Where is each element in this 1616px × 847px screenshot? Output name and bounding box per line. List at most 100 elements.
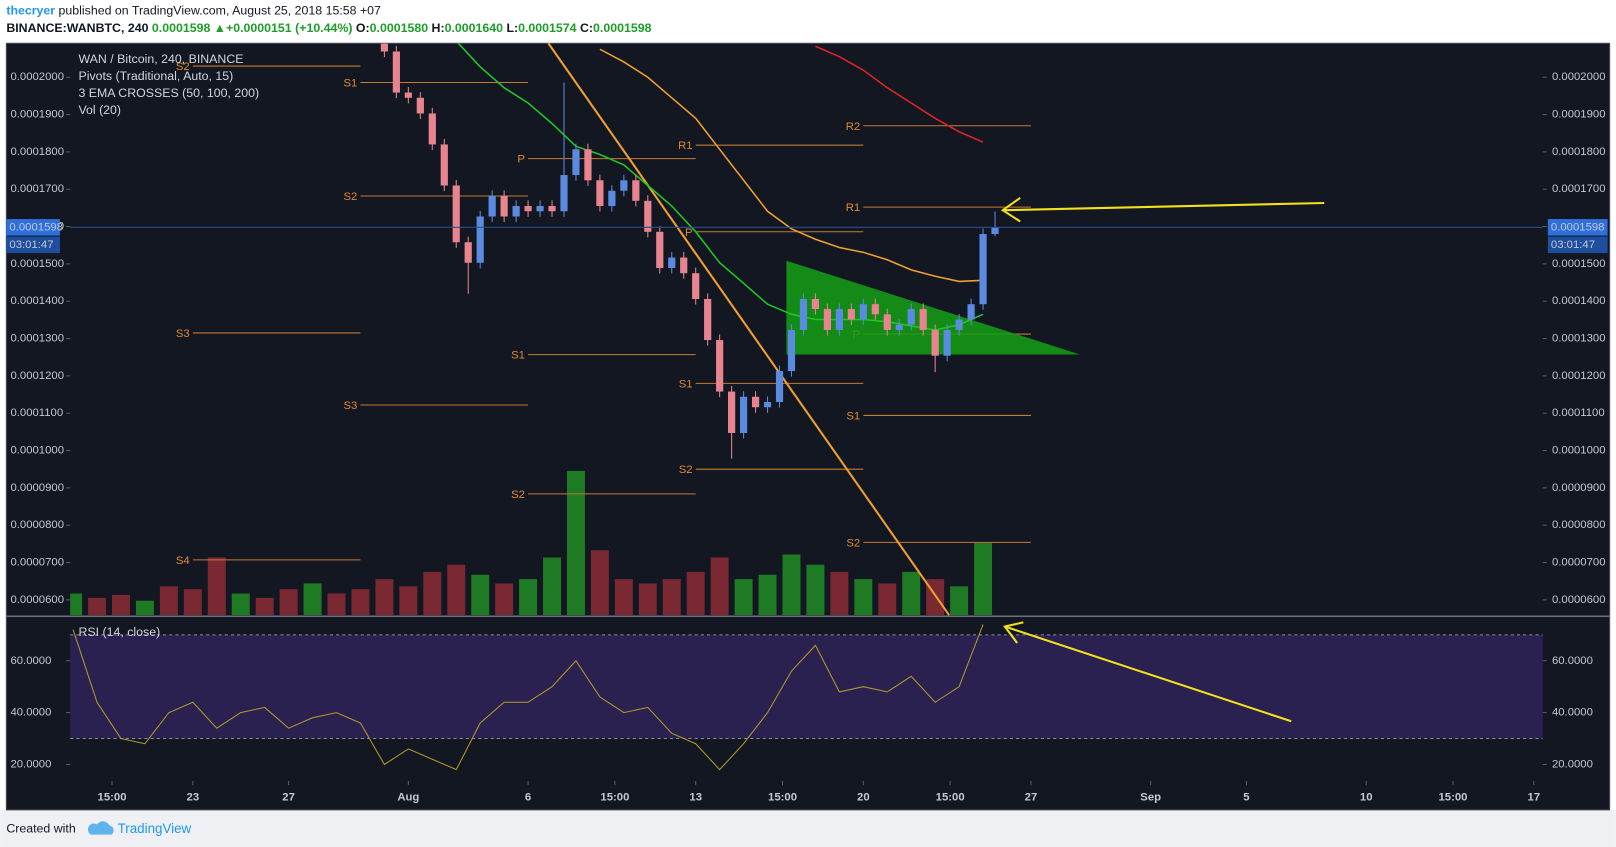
volume-bar bbox=[638, 583, 657, 616]
symbol: BINANCE:WANBTC, 240 bbox=[6, 21, 148, 35]
author: thecryer bbox=[6, 4, 55, 18]
open-label: O: bbox=[356, 21, 370, 35]
x-tick-label: 5 bbox=[1243, 792, 1249, 804]
pivot-label: R1 bbox=[846, 202, 860, 214]
y-tick-label: 0.0002000 bbox=[1552, 71, 1606, 83]
legend-item: Pivots (Traditional, Auto, 15) bbox=[78, 69, 233, 83]
pivot-label: S2 bbox=[511, 489, 525, 501]
candle-body bbox=[476, 216, 484, 263]
volume-bar bbox=[70, 593, 83, 616]
y-tick-label: 0.0001700 bbox=[1552, 183, 1606, 195]
footer-background bbox=[0, 809, 1616, 847]
high: 0.0001640 bbox=[445, 21, 504, 35]
candle-body bbox=[716, 340, 724, 392]
volume-bar bbox=[423, 571, 442, 616]
x-tick-label: 23 bbox=[187, 792, 200, 804]
volume-bar bbox=[590, 550, 609, 616]
annotation-arrow bbox=[1000, 196, 1325, 223]
candle-body bbox=[620, 180, 628, 191]
last-price: 0.0001598 bbox=[152, 21, 211, 35]
x-tick-label: 15:00 bbox=[936, 792, 965, 804]
y-tick-label: 0.0001500 bbox=[1552, 258, 1606, 270]
y-tick-label: 0.0001100 bbox=[1552, 407, 1605, 419]
candle-body bbox=[392, 51, 400, 93]
header-line-2: BINANCE:WANBTC, 240 0.0001598 ▲+0.000015… bbox=[6, 21, 651, 35]
rsi-legend: RSI (14, close) bbox=[78, 625, 160, 639]
volume-bar bbox=[758, 574, 777, 616]
rsi-line bbox=[72, 624, 984, 771]
x-tick-label: 13 bbox=[689, 792, 702, 804]
volume-bar bbox=[399, 586, 418, 616]
candle-body bbox=[656, 231, 664, 268]
countdown-badge bbox=[6, 236, 60, 254]
volume-layer bbox=[70, 470, 993, 616]
candle-body bbox=[883, 314, 891, 330]
candle-body bbox=[787, 329, 796, 372]
y-tick-label: 0.0000800 bbox=[1552, 519, 1606, 531]
pivot-label: S4 bbox=[176, 555, 190, 567]
pivot-label: S2 bbox=[176, 61, 190, 73]
y-tick-label: 0.0000800 bbox=[10, 519, 64, 531]
candle-body bbox=[847, 309, 855, 320]
x-tick-label: 15:00 bbox=[98, 792, 127, 804]
y-tick-label: 60.0000 bbox=[1552, 655, 1593, 667]
low-label: L: bbox=[506, 21, 518, 35]
x-tick-label: 10 bbox=[1360, 792, 1373, 804]
pivot-label: S3 bbox=[344, 400, 358, 412]
y-tick-label: 0.0000900 bbox=[1552, 482, 1606, 494]
pivot-label: S3 bbox=[176, 328, 190, 340]
candle-body bbox=[596, 180, 604, 207]
volume-bar bbox=[375, 579, 394, 616]
trend-line bbox=[547, 42, 951, 616]
pivot-label: S1 bbox=[511, 350, 525, 362]
axis-layer: 0.0002000 0.0002000 0.0001900 0.0001900 0.00… bbox=[6, 52, 1608, 804]
y-tick-label: 0.0001000 bbox=[1552, 445, 1606, 457]
candle-body bbox=[608, 190, 616, 207]
volume-bar bbox=[686, 571, 705, 616]
volume-bar bbox=[806, 564, 825, 616]
volume-bar bbox=[495, 583, 514, 616]
volume-bar bbox=[902, 571, 921, 616]
candle-body bbox=[524, 206, 532, 212]
x-tick-label: 20 bbox=[857, 792, 870, 804]
candle-body bbox=[907, 309, 915, 325]
y-tick-label: 40.0000 bbox=[1552, 707, 1593, 719]
y-tick-label: 20.0000 bbox=[1552, 758, 1593, 770]
price-badge-text: 0.0001598 bbox=[9, 221, 63, 233]
volume-bar bbox=[950, 586, 969, 616]
change: +0.0000151 (+10.44%) bbox=[226, 21, 352, 35]
volume-bar bbox=[255, 597, 274, 616]
close-label: C: bbox=[580, 21, 593, 35]
x-tick-label: 15:00 bbox=[768, 792, 797, 804]
volume-bar bbox=[207, 557, 226, 616]
y-tick-label: 0.0000900 bbox=[10, 482, 64, 494]
countdown-text: 03:01:47 bbox=[9, 239, 53, 251]
candle-body bbox=[835, 309, 843, 330]
candle-body bbox=[728, 391, 736, 433]
x-tick-label: 27 bbox=[282, 792, 295, 804]
candle-body bbox=[488, 195, 496, 217]
brand-logo[interactable] bbox=[87, 821, 114, 835]
volume-bar bbox=[543, 557, 562, 616]
pivot-label: S1 bbox=[846, 410, 860, 422]
y-tick-label: 0.0001800 bbox=[1552, 146, 1606, 158]
y-tick-label: 0.0001400 bbox=[10, 295, 64, 307]
volume-bar bbox=[88, 597, 107, 616]
candle-body bbox=[584, 149, 592, 181]
pivot-label: S2 bbox=[344, 191, 358, 203]
candle-body bbox=[943, 329, 951, 356]
candle-body bbox=[512, 206, 520, 217]
volume-bar bbox=[734, 579, 753, 616]
brand-link[interactable]: TradingView bbox=[118, 821, 192, 836]
candle-body bbox=[859, 304, 867, 320]
pivot-label: S1 bbox=[344, 78, 358, 90]
y-tick-label: 0.0001000 bbox=[10, 445, 64, 457]
volume-bar bbox=[351, 589, 370, 616]
price-badge bbox=[6, 219, 60, 236]
pivot-label: S2 bbox=[679, 464, 693, 476]
y-tick-label: 0.0001500 bbox=[10, 258, 64, 270]
created-with: Created with bbox=[6, 822, 76, 836]
volume-bar bbox=[662, 579, 681, 616]
candle-body bbox=[763, 402, 772, 408]
